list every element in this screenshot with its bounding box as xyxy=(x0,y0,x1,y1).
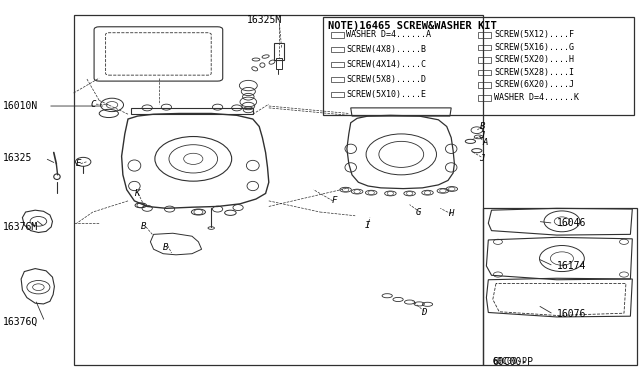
Text: C: C xyxy=(91,100,96,109)
Text: B: B xyxy=(163,243,168,252)
Bar xyxy=(483,208,637,365)
Bar xyxy=(479,70,492,76)
Text: SCREW(5X12)....F: SCREW(5X12)....F xyxy=(495,30,575,39)
Bar xyxy=(331,77,344,82)
Bar xyxy=(479,32,492,38)
Text: SCREW(5X20)....H: SCREW(5X20)....H xyxy=(495,55,575,64)
Text: F: F xyxy=(332,196,337,205)
Bar xyxy=(479,95,492,100)
Text: SCREW(5X28)....I: SCREW(5X28)....I xyxy=(495,68,575,77)
Text: SCREW(6X20)....J: SCREW(6X20)....J xyxy=(495,80,575,89)
Bar xyxy=(276,58,282,69)
Text: H: H xyxy=(448,209,453,218)
Text: 60C00-P: 60C00-P xyxy=(493,357,528,366)
Text: 16076: 16076 xyxy=(557,310,586,319)
Text: I: I xyxy=(365,221,370,230)
Text: B: B xyxy=(480,122,485,131)
Text: 16174: 16174 xyxy=(557,261,586,271)
Bar xyxy=(479,82,492,88)
Bar xyxy=(479,45,492,50)
Bar xyxy=(331,62,344,67)
Text: G: G xyxy=(416,208,421,217)
Text: NOTE)16465 SCREW&WASHER KIT: NOTE)16465 SCREW&WASHER KIT xyxy=(328,21,497,31)
Text: SCREW(4X8).....B: SCREW(4X8).....B xyxy=(346,45,426,54)
Text: B: B xyxy=(141,222,146,231)
Bar xyxy=(323,17,634,115)
Bar xyxy=(74,15,483,365)
Text: A: A xyxy=(483,138,488,147)
Bar xyxy=(479,57,492,63)
Text: 16046: 16046 xyxy=(557,218,586,228)
Bar xyxy=(331,32,344,38)
Text: WASHER D=4......A: WASHER D=4......A xyxy=(346,30,431,39)
Text: J: J xyxy=(479,131,484,140)
Text: J: J xyxy=(479,154,484,163)
Text: 16325M: 16325M xyxy=(246,16,282,25)
Text: SCREW(5X16)....G: SCREW(5X16)....G xyxy=(495,43,575,52)
Text: D: D xyxy=(421,308,426,317)
Text: 16376M: 16376M xyxy=(3,222,38,232)
Text: SCREW(4X14)....C: SCREW(4X14)....C xyxy=(346,60,426,69)
Text: SCREW(5X8).....D: SCREW(5X8).....D xyxy=(346,75,426,84)
Bar xyxy=(331,47,344,52)
Text: K: K xyxy=(134,189,140,198)
Text: WASHER D=4......K: WASHER D=4......K xyxy=(495,93,579,102)
Text: 16010N: 16010N xyxy=(3,101,38,111)
Text: 16325: 16325 xyxy=(3,153,33,163)
Text: E: E xyxy=(76,159,81,168)
Bar xyxy=(274,43,284,60)
Bar xyxy=(331,92,344,97)
Text: SCREW(5X10)....E: SCREW(5X10)....E xyxy=(346,90,426,99)
Text: 16376Q: 16376Q xyxy=(3,317,38,327)
Text: 60C00-P: 60C00-P xyxy=(493,357,534,366)
